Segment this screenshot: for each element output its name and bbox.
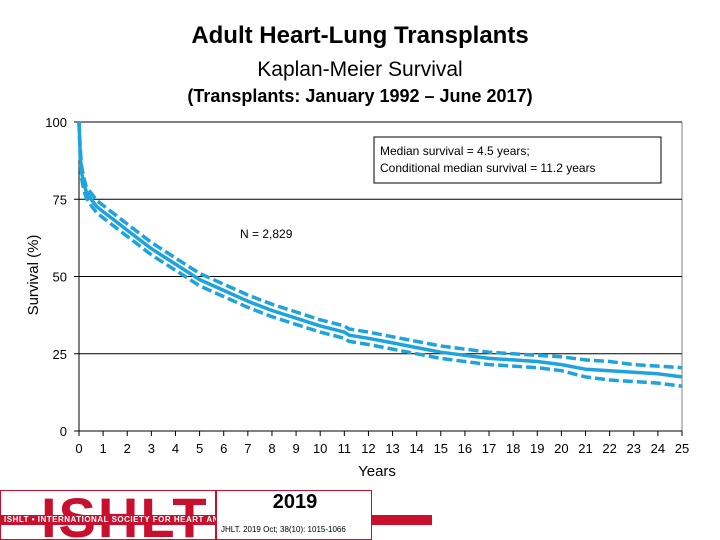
x-tick-label: 20 [554, 441, 568, 456]
chart-period: (Transplants: January 1992 – June 2017) [187, 86, 533, 106]
n-annotation: N = 2,829 [240, 227, 293, 241]
x-tick-label: 13 [385, 441, 399, 456]
x-tick-label: 21 [578, 441, 592, 456]
median-annotation-box [373, 136, 662, 184]
x-tick-label: 2 [124, 441, 131, 456]
x-tick-label: 9 [292, 441, 299, 456]
x-tick-label: 4 [172, 441, 179, 456]
x-tick-label: 0 [75, 441, 82, 456]
x-tick-label: 10 [313, 441, 327, 456]
conditional-median-annotation: Conditional median survival = 11.2 years [380, 161, 596, 175]
x-tick-label: 17 [482, 441, 496, 456]
series-line-95-ci-upper [77, 121, 683, 370]
x-tick-label: 6 [220, 441, 227, 456]
x-tick-label: 14 [409, 441, 423, 456]
chart-title: Adult Heart-Lung Transplants [191, 22, 529, 49]
x-tick-label: 7 [244, 441, 251, 456]
series-line-survival [77, 121, 683, 379]
org-name: ISHLT • INTERNATIONAL SOCIETY FOR HEART … [4, 515, 341, 524]
y-axis-label: Survival (%) [25, 235, 42, 316]
x-tick-label: 5 [196, 441, 203, 456]
grid-lines [74, 121, 683, 436]
x-tick-label: 11 [338, 441, 352, 456]
x-tick-label: 15 [434, 441, 448, 456]
x-tick-label: 12 [361, 441, 375, 456]
chart-subtitle: Kaplan-Meier Survival [257, 58, 463, 81]
year-box: 2019 JHLT. 2019 Oct; 38(10): 1015-1066 [216, 490, 372, 540]
x-tick-label: 22 [602, 441, 616, 456]
x-tick-label: 25 [675, 441, 689, 456]
report-year: 2019 [272, 491, 318, 513]
median-annotation: Median survival = 4.5 years; [380, 144, 530, 158]
x-axis-label: Years [358, 463, 396, 480]
y-tick-label: 25 [53, 347, 67, 362]
x-tick-label: 3 [148, 441, 155, 456]
x-tick-label: 23 [627, 441, 641, 456]
x-tick-label: 18 [506, 441, 520, 456]
y-tick-label: 50 [53, 270, 67, 285]
x-tick-label: 1 [100, 441, 107, 456]
y-tick-label: 0 [60, 424, 67, 439]
citation: JHLT. 2019 Oct; 38(10): 1015-1066 [221, 525, 346, 534]
x-tick-label: 8 [268, 441, 275, 456]
x-tick-label: 19 [530, 441, 544, 456]
series-lines [77, 121, 683, 388]
y-tick-label: 75 [53, 192, 67, 207]
x-tick-label: 16 [458, 441, 472, 456]
x-tick-label: 24 [651, 441, 665, 456]
series-line-95-ci-lower [77, 121, 683, 388]
y-tick-label: 100 [45, 115, 67, 130]
